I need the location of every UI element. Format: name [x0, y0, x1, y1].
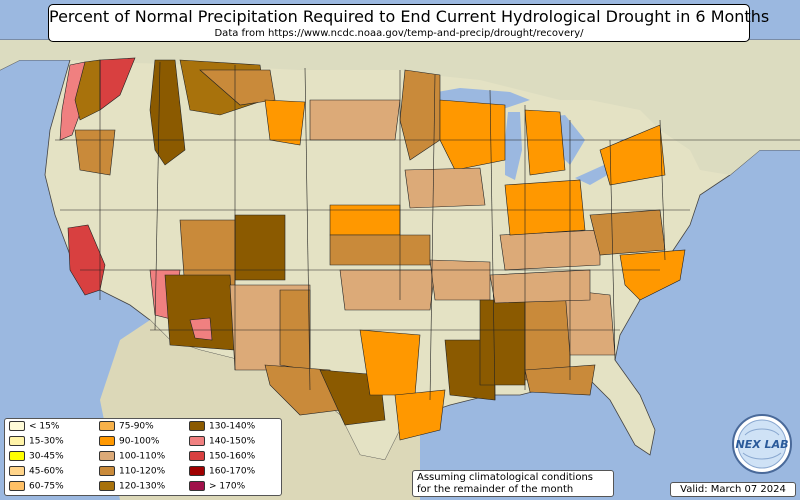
legend-label: 90-100%: [119, 436, 160, 447]
legend-item: 140-150%: [189, 436, 255, 448]
region-or-n: [74, 59, 101, 121]
region-wi: [439, 99, 506, 171]
legend-item: 160-170%: [189, 466, 255, 478]
legend-label: 120-130%: [119, 481, 166, 492]
region-ks: [329, 234, 431, 266]
legend-swatch: [189, 466, 205, 476]
legend-item: 60-75%: [9, 481, 64, 493]
region-tx-w: [264, 364, 341, 416]
legend-item: 75-90%: [99, 421, 154, 433]
region-nc: [619, 249, 686, 301]
region-ia: [404, 167, 486, 209]
region-ms: [479, 299, 526, 386]
legend-label: 130-140%: [209, 421, 256, 432]
region-ca-n: [74, 129, 116, 176]
legend-item: > 170%: [189, 481, 245, 493]
region-ok: [339, 269, 436, 311]
legend-swatch: [99, 421, 115, 431]
legend-item: 30-45%: [9, 451, 64, 463]
legend-item: 15-30%: [9, 436, 64, 448]
region-va: [589, 209, 666, 256]
region-tx-coast: [394, 389, 446, 441]
legend-label: < 15%: [29, 421, 60, 432]
legend-item: 45-60%: [9, 466, 64, 478]
legend-item: 90-100%: [99, 436, 159, 448]
region-fl-panhandle: [524, 364, 596, 396]
legend-swatch: [99, 451, 115, 461]
note-line-1: Assuming climatological conditions: [417, 472, 593, 483]
region-mn: [399, 69, 441, 161]
nexlab-logo: NEX LAB: [732, 414, 792, 474]
legend-label: 100-110%: [119, 451, 166, 462]
map-title: Percent of Normal Precipitation Required…: [49, 7, 770, 26]
region-ne: [329, 204, 401, 236]
legend-label: 60-75%: [29, 481, 64, 492]
valid-date: Valid: March 07 2024: [670, 482, 796, 497]
legend-label: 75-90%: [119, 421, 154, 432]
legend-label: 160-170%: [209, 466, 256, 477]
legend-swatch: [189, 451, 205, 461]
legend-item: 150-160%: [189, 451, 255, 463]
legend-label: 15-30%: [29, 436, 64, 447]
legend-label: 150-160%: [209, 451, 256, 462]
legend-swatch: [9, 466, 25, 476]
region-mt-e: [199, 69, 276, 106]
region-in-oh: [504, 179, 586, 236]
legend: < 15% 15-30% 30-45% 45-60% 60-75% 75-90% 90-10…: [4, 418, 282, 496]
title-box: Percent of Normal Precipitation Required…: [48, 4, 770, 42]
legend-label: 110-120%: [119, 466, 166, 477]
legend-swatch: [99, 436, 115, 446]
legend-swatch: [9, 436, 25, 446]
note-box: Assuming climatological conditions for t…: [412, 470, 614, 497]
region-az-s: [189, 317, 213, 341]
legend-item: < 15%: [9, 421, 59, 433]
canada-region: [0, 40, 800, 175]
region-mi: [524, 109, 566, 176]
legend-swatch: [189, 481, 205, 491]
legend-swatch: [189, 436, 205, 446]
legend-swatch: [99, 466, 115, 476]
logo-text: NEX LAB: [736, 438, 789, 451]
legend-item: 120-130%: [99, 481, 165, 493]
region-sd: [309, 99, 401, 141]
region-ar: [429, 259, 491, 301]
note-line-2: for the remainder of the month: [417, 484, 574, 495]
legend-label: 45-60%: [29, 466, 64, 477]
legend-item: 110-120%: [99, 466, 165, 478]
legend-swatch: [9, 421, 25, 431]
map-subtitle: Data from https://www.ncdc.noaa.gov/temp…: [214, 28, 584, 39]
legend-swatch: [9, 481, 25, 491]
legend-item: 100-110%: [99, 451, 165, 463]
state-borders: [55, 60, 800, 401]
region-ky: [499, 229, 601, 271]
legend-item: 130-140%: [189, 421, 255, 433]
lake-michigan: [505, 112, 522, 180]
region-tx-e: [359, 329, 421, 396]
legend-swatch: [9, 451, 25, 461]
legend-label: 140-150%: [209, 436, 256, 447]
region-tn: [489, 269, 591, 304]
legend-swatch: [189, 421, 205, 431]
legend-label: 30-45%: [29, 451, 64, 462]
legend-swatch: [99, 481, 115, 491]
legend-label: > 170%: [209, 481, 246, 492]
region-wy: [264, 99, 306, 146]
